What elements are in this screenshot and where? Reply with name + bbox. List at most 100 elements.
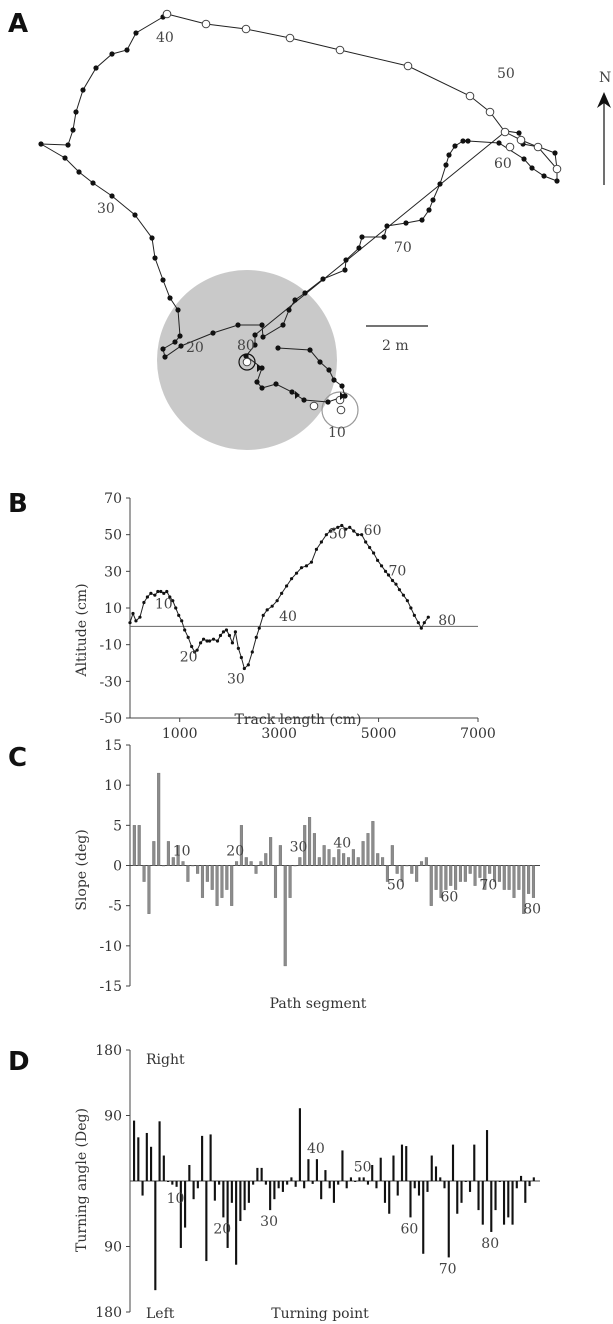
turning-bar — [137, 1137, 140, 1181]
track-point-open — [516, 135, 526, 145]
track-point — [419, 217, 425, 223]
altitude-point — [186, 635, 190, 639]
altitude-point-label: 10 — [155, 596, 173, 612]
slope-bar — [492, 865, 497, 882]
north-label: N — [599, 70, 611, 86]
slope-bar — [424, 857, 428, 866]
track-point — [133, 30, 139, 36]
track-point-open — [242, 357, 252, 367]
slope-bar — [157, 772, 161, 866]
altitude-point — [193, 650, 197, 654]
slope-bar — [191, 865, 195, 867]
track-point — [496, 140, 502, 146]
slope-bar-labels: 10 20 30 40 50 60 70 80 — [173, 835, 541, 917]
slope-bar — [473, 865, 477, 886]
altitude-point — [368, 545, 372, 550]
panel-a: A 40 50 60 30 70 20 80 10 N 2 m — [0, 0, 613, 470]
altitude-point — [386, 573, 391, 577]
track-point — [289, 389, 295, 395]
slope-bars — [132, 772, 536, 967]
turning-bar — [196, 1181, 199, 1189]
turning-bar — [179, 1181, 182, 1248]
turning-bar — [515, 1181, 518, 1189]
altitude-point — [207, 639, 212, 643]
turning-bar — [188, 1164, 191, 1181]
track-point — [331, 377, 337, 383]
altitude-point — [142, 600, 146, 605]
track-point — [452, 143, 458, 149]
altitude-point — [174, 606, 178, 610]
turning-bar — [239, 1181, 242, 1222]
altitude-point — [401, 593, 406, 597]
track-point-label: 80 — [237, 338, 255, 354]
turning-bar — [162, 1155, 165, 1181]
altitude-series — [128, 523, 430, 671]
turning-bar — [320, 1181, 323, 1200]
y-tick-label: 10 — [104, 778, 122, 794]
altitude-point — [233, 630, 237, 634]
turning-bar — [273, 1181, 276, 1200]
altitude-point — [165, 589, 169, 594]
turning-bar — [511, 1181, 514, 1225]
slope-bar — [395, 865, 399, 874]
altitude-point — [394, 582, 398, 586]
turning-bar — [213, 1181, 216, 1201]
slope-bar — [410, 865, 414, 874]
turning-bar — [498, 1181, 501, 1182]
turning-bar-label: 50 — [354, 1159, 372, 1175]
track-point-label: 20 — [186, 340, 204, 356]
track-point-open — [505, 142, 515, 152]
turning-bar — [451, 1144, 455, 1181]
slope-bar — [337, 849, 341, 866]
slope-bar-label: 60 — [440, 890, 458, 906]
track-point — [292, 297, 298, 303]
track-point — [326, 367, 332, 373]
altitude-point — [379, 564, 384, 568]
turning-bar-label: 60 — [401, 1221, 419, 1237]
turning-bar — [456, 1181, 459, 1214]
altitude-point — [405, 599, 410, 603]
turning-bar — [328, 1181, 331, 1189]
altitude-point — [289, 577, 294, 581]
altitude-point — [304, 564, 309, 568]
y-tick-label: 90 — [104, 1109, 122, 1125]
altitude-point — [149, 591, 153, 595]
slope-bar — [312, 833, 316, 866]
panel-b: B 70 50 30 10 -10 -30 -50 1000 3000 5000 7000 10 20… — [0, 470, 613, 742]
track-point — [403, 220, 409, 226]
turning-bar — [345, 1181, 348, 1189]
slope-bar — [458, 865, 462, 882]
track-point — [521, 156, 527, 162]
slope-bar — [200, 865, 205, 898]
slope-bar — [152, 841, 156, 866]
track-point — [343, 257, 349, 263]
slope-bar — [449, 865, 453, 886]
turning-bar — [209, 1134, 212, 1181]
track-point-open — [162, 9, 172, 19]
track-point — [252, 332, 258, 338]
slope-bar — [342, 853, 346, 866]
track-point — [124, 47, 130, 53]
altitude-point — [294, 571, 299, 575]
slope-bar — [444, 865, 448, 890]
right-label: Right — [146, 1052, 185, 1068]
track-point — [381, 234, 387, 240]
track-point — [80, 87, 86, 93]
track-point-open — [552, 164, 562, 174]
altitude-point — [180, 619, 184, 623]
altitude-point — [356, 533, 360, 537]
slope-bar — [390, 845, 394, 866]
turning-bar — [481, 1181, 484, 1225]
slope-bar — [429, 865, 433, 906]
track-point — [317, 359, 323, 365]
track-point-open — [403, 61, 413, 71]
turning-bar — [337, 1181, 340, 1185]
y-tick-label: 10 — [104, 601, 122, 617]
slope-bar — [230, 865, 234, 906]
slope-bar — [215, 865, 219, 906]
track-point-open — [335, 45, 345, 55]
altitude-point — [205, 639, 209, 643]
slope-bar — [142, 865, 146, 882]
altitude-line — [129, 524, 429, 670]
turning-bar — [341, 1150, 344, 1181]
